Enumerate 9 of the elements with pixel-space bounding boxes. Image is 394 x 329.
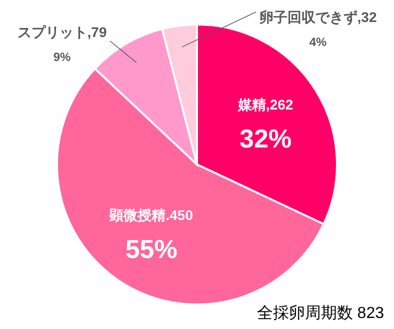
slice-label: 卵子回収できず,32 bbox=[258, 9, 377, 26]
text: 全採卵周期数 823 bbox=[256, 304, 384, 322]
data-label: 9% bbox=[53, 50, 71, 64]
data-label: 32% bbox=[240, 123, 292, 154]
slice-label: 媒精,262 bbox=[236, 96, 294, 112]
data-label: 4% bbox=[309, 35, 327, 49]
data-label: 55% bbox=[125, 234, 178, 264]
slice-label: 顕微授精.450 bbox=[108, 207, 194, 224]
slice-label: スプリット,79 bbox=[17, 24, 107, 40]
